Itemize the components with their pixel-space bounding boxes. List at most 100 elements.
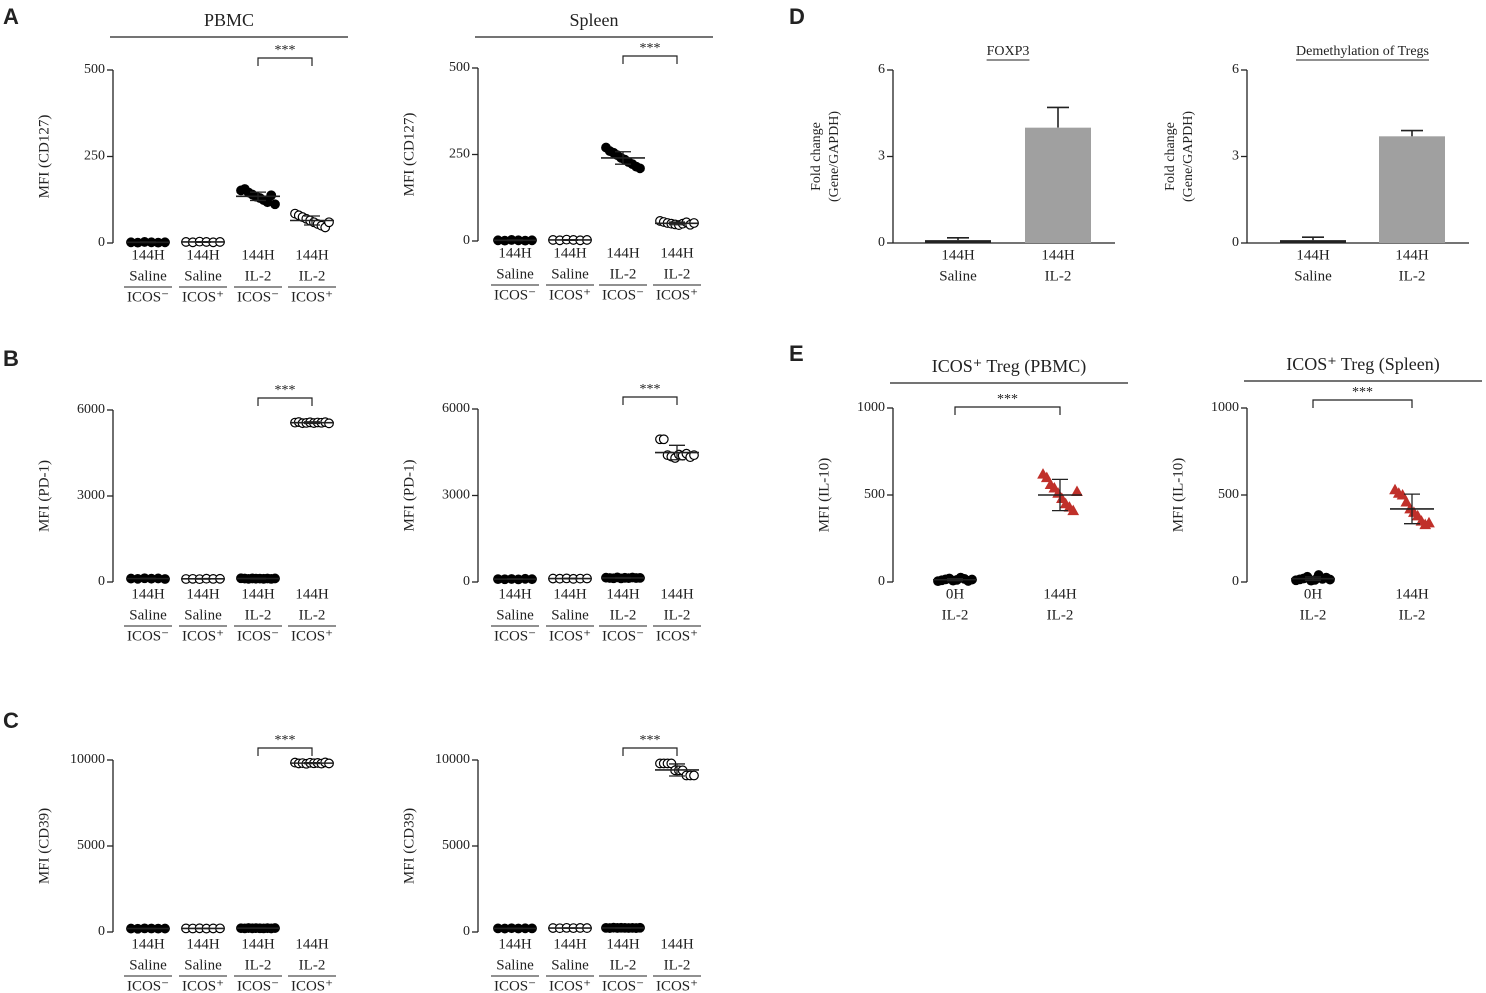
x-tick-label: 144H — [498, 245, 532, 261]
x-tick-label: ICOS⁻ — [494, 628, 536, 644]
data-point — [635, 163, 645, 174]
x-tick-label: ICOS⁺ — [656, 978, 698, 993]
x-tick-label: 144H — [295, 936, 329, 952]
x-tick-label: 144H — [295, 247, 329, 263]
panel-letter: C — [3, 708, 19, 733]
x-tick-label: ICOS⁻ — [127, 628, 169, 644]
error-bar — [669, 763, 685, 777]
x-tick-label: ICOS⁻ — [237, 289, 279, 305]
x-tick-label: 144H — [1043, 586, 1077, 602]
y-tick-label: 0 — [463, 233, 470, 248]
x-tick-label: 144H — [1395, 247, 1429, 263]
significance-label: *** — [275, 383, 296, 398]
x-tick-label: 0H — [946, 586, 965, 602]
x-tick-label: ICOS⁻ — [602, 978, 644, 993]
data-point — [1040, 471, 1053, 483]
x-tick-label: ICOS⁺ — [182, 978, 224, 993]
error-bar — [1404, 493, 1420, 525]
x-tick-label: ICOS⁻ — [237, 978, 279, 993]
x-tick-label: ICOS⁺ — [549, 978, 591, 993]
y-axis-label: MFI (CD39) — [401, 808, 417, 884]
x-tick-label: 144H — [131, 586, 165, 602]
x-tick-label: IL-2 — [245, 268, 272, 284]
y-tick-label: 500 — [84, 62, 105, 77]
y-tick-label: 0 — [878, 574, 885, 589]
data-point — [1067, 504, 1080, 516]
significance-bracket — [622, 396, 678, 405]
y-tick-label: 3 — [1232, 149, 1239, 164]
y-tick-label: 1000 — [1211, 400, 1239, 415]
x-tick-label: IL-2 — [1300, 607, 1327, 623]
y-tick-label: 0 — [1232, 574, 1239, 589]
x-tick-label: IL-2 — [664, 607, 691, 623]
error-bar — [1302, 236, 1324, 241]
x-tick-label: 144H — [660, 936, 694, 952]
error-bar — [947, 578, 963, 582]
x-tick-label: 0H — [1304, 586, 1323, 602]
error-bar — [615, 576, 631, 579]
x-tick-label: IL-2 — [610, 266, 637, 282]
group-title: Spleen — [570, 10, 619, 30]
y-tick-label: 6000 — [77, 402, 105, 417]
x-tick-label: 144H — [553, 245, 587, 261]
x-tick-label: Saline — [129, 607, 167, 623]
x-tick-label: 144H — [295, 586, 329, 602]
chart-title: Demethylation of Tregs — [1296, 44, 1429, 59]
y-tick-label: 500 — [1218, 487, 1239, 502]
error-bar — [304, 761, 320, 765]
bar — [1379, 136, 1445, 243]
x-tick-label: IL-2 — [299, 607, 326, 623]
y-axis-label: MFI (PD-1) — [401, 459, 417, 531]
x-tick-label: 144H — [241, 586, 275, 602]
x-tick-label: ICOS⁻ — [494, 287, 536, 303]
x-tick-label: ICOS⁺ — [656, 287, 698, 303]
x-tick-label: IL-2 — [1047, 607, 1074, 623]
x-tick-label: IL-2 — [664, 266, 691, 282]
y-tick-label: 0 — [98, 235, 105, 250]
x-tick-label: IL-2 — [1399, 607, 1426, 623]
x-tick-label: IL-2 — [610, 607, 637, 623]
error-bar — [195, 577, 211, 580]
x-tick-label: 144H — [660, 586, 694, 602]
significance-bracket — [257, 57, 313, 66]
data-point — [324, 217, 334, 228]
x-tick-label: IL-2 — [1045, 268, 1072, 284]
x-tick-label: Saline — [184, 268, 222, 284]
x-tick-label: 144H — [131, 247, 165, 263]
y-axis-label: (Gene/GAPDH) — [827, 111, 842, 202]
y-axis-label: MFI (CD127) — [36, 115, 52, 199]
error-bar — [507, 578, 523, 581]
panel-letter: D — [789, 4, 805, 29]
error-bar — [669, 444, 685, 461]
x-tick-label: ICOS⁺ — [291, 289, 333, 305]
x-tick-label: Saline — [496, 607, 534, 623]
x-tick-label: Saline — [496, 266, 534, 282]
significance-label: *** — [640, 41, 661, 56]
x-tick-label: ICOS⁻ — [494, 978, 536, 993]
data-point — [1400, 495, 1413, 507]
y-axis-label: MFI (IL-10) — [1170, 458, 1186, 533]
y-tick-label: 6 — [878, 62, 885, 77]
x-tick-label: ICOS⁺ — [291, 628, 333, 644]
y-tick-label: 1000 — [857, 400, 885, 415]
y-tick-label: 5000 — [442, 838, 470, 853]
y-axis-label: MFI (PD-1) — [36, 460, 52, 532]
error-bar — [1047, 106, 1069, 128]
data-point — [266, 190, 277, 201]
y-axis-label: MFI (CD127) — [401, 113, 417, 197]
significance-label: *** — [1352, 385, 1373, 400]
significance-bracket — [622, 747, 678, 756]
y-tick-label: 6 — [1232, 62, 1239, 77]
x-tick-label: 144H — [660, 245, 694, 261]
error-bar — [304, 215, 320, 226]
x-tick-label: IL-2 — [245, 607, 272, 623]
data-point — [1423, 516, 1435, 528]
y-tick-label: 0 — [98, 574, 105, 589]
panel-letter: B — [3, 346, 19, 371]
x-tick-label: ICOS⁻ — [237, 628, 279, 644]
significance-label: *** — [640, 733, 661, 748]
x-tick-label: 144H — [241, 247, 275, 263]
bar — [1025, 127, 1091, 243]
bar — [925, 240, 991, 243]
